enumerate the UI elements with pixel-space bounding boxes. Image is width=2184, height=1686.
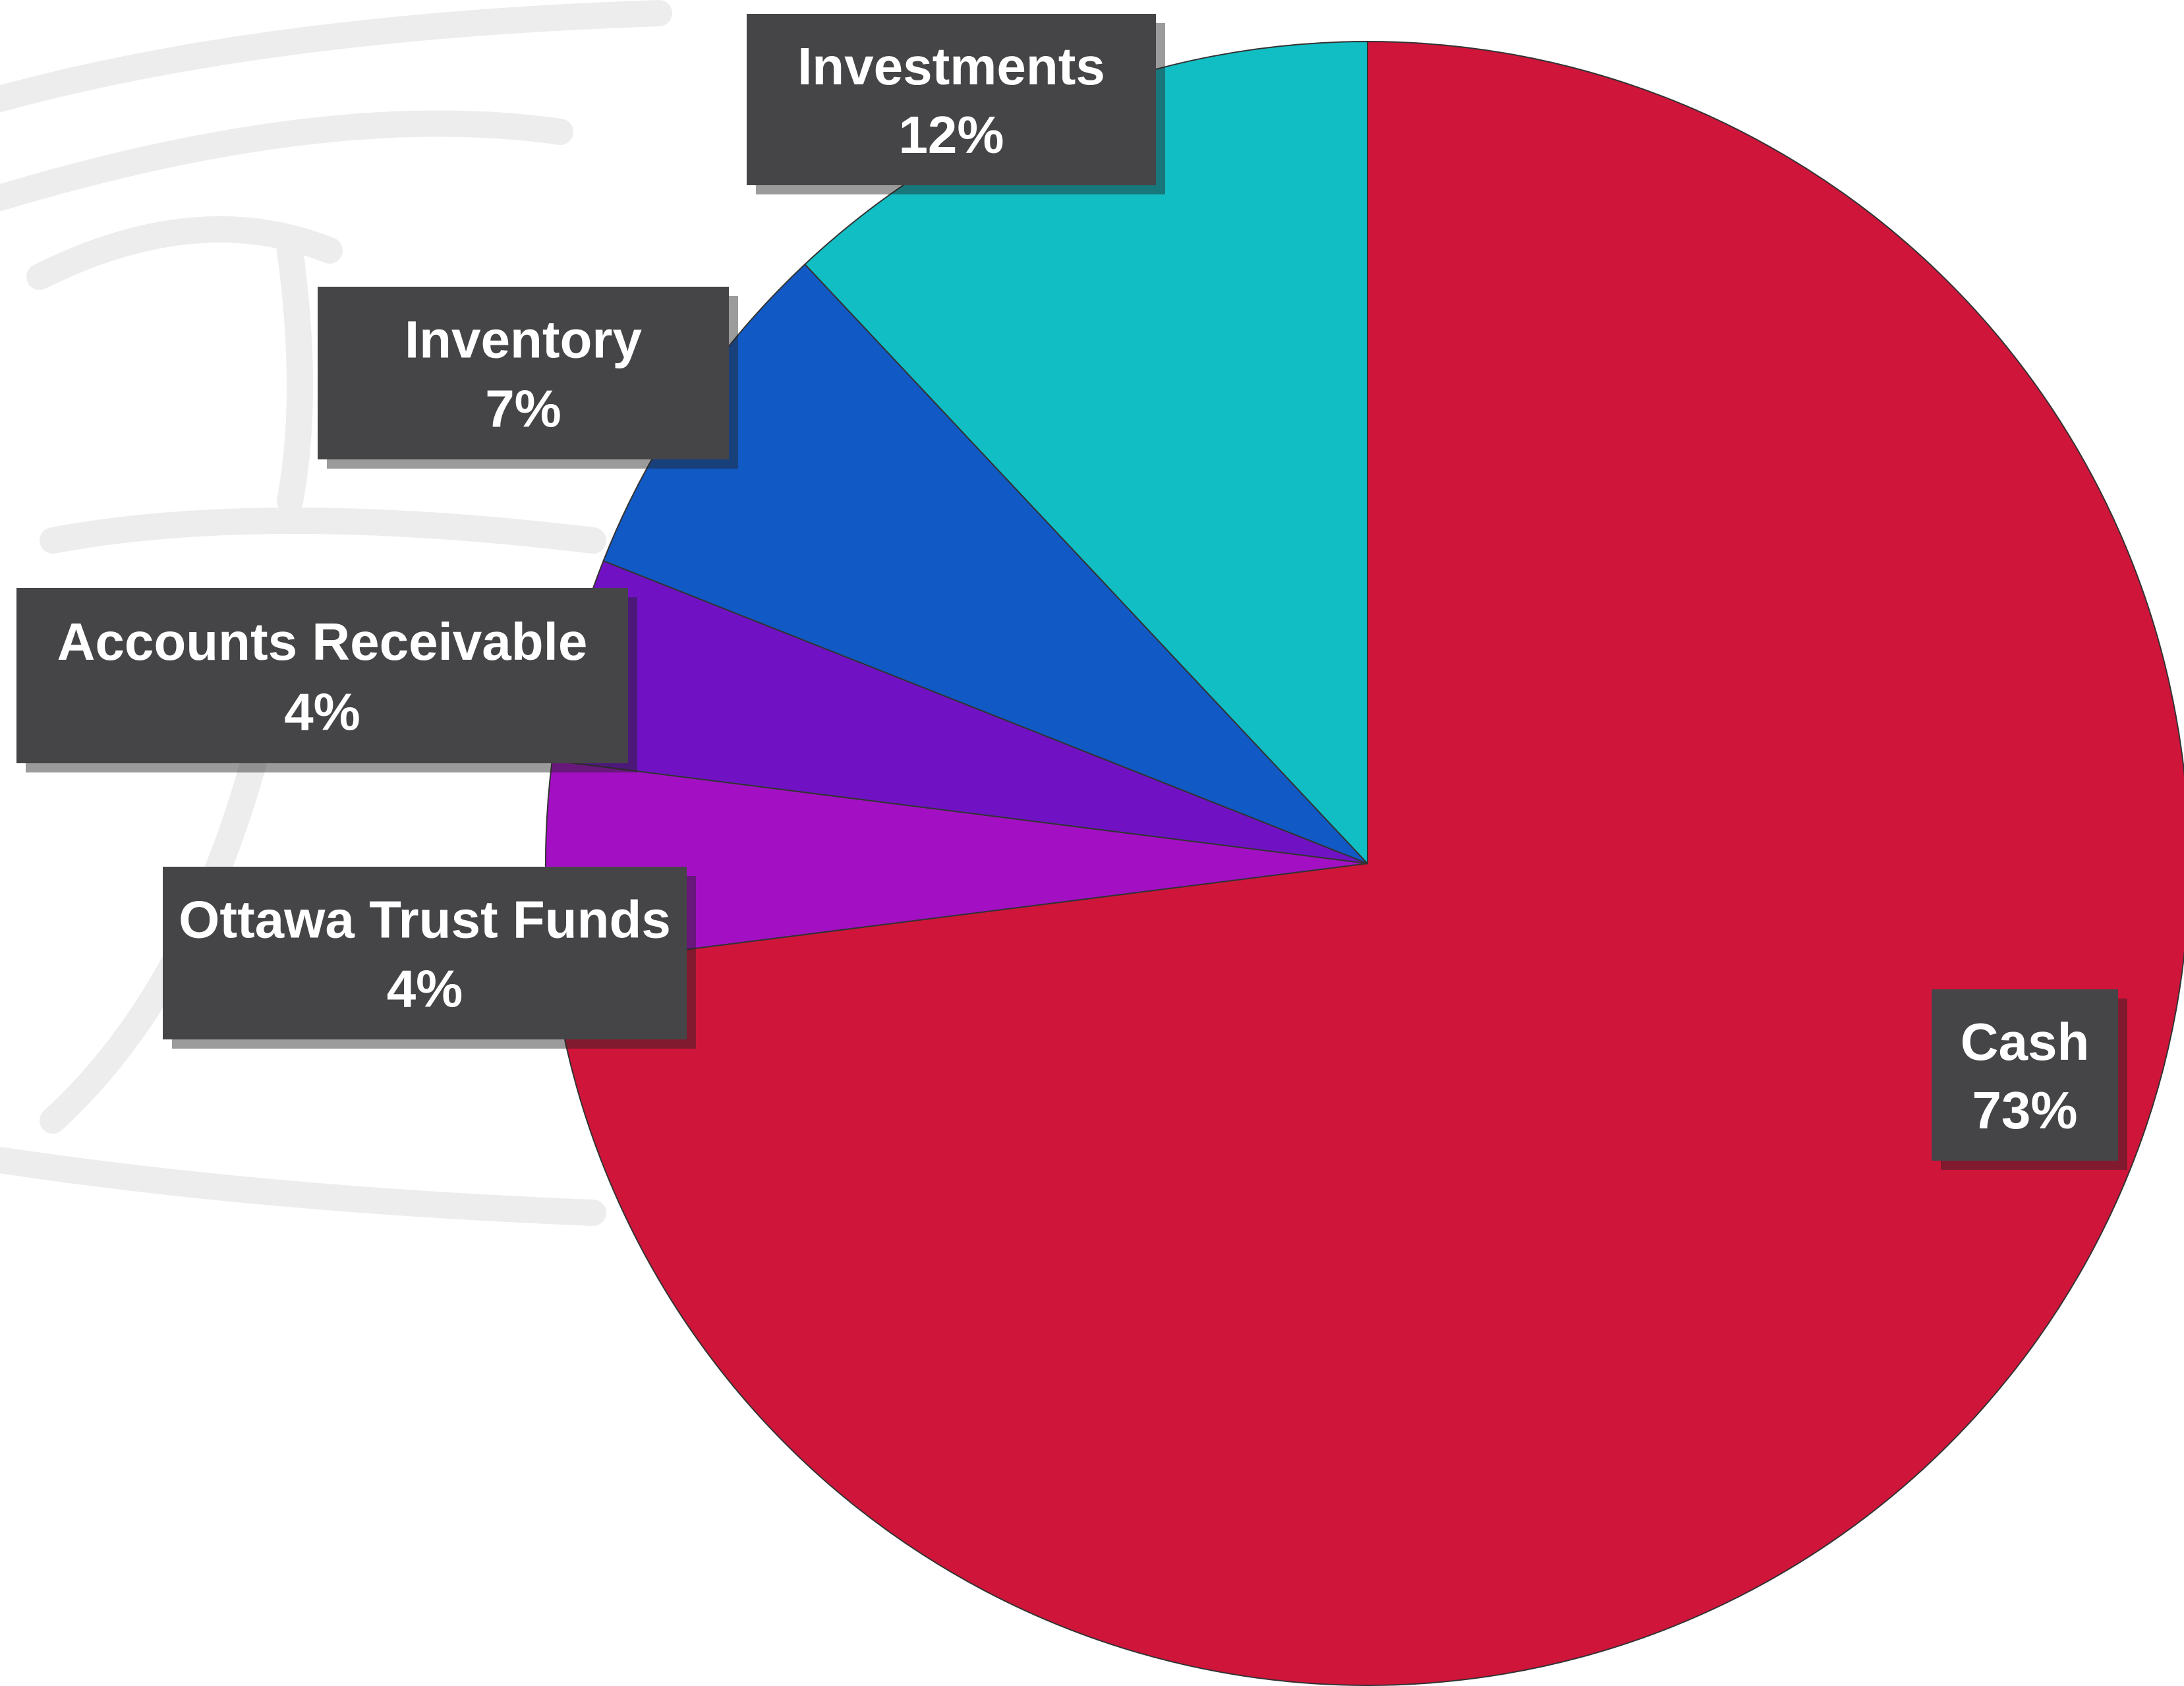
label-box: [318, 287, 729, 459]
label-box: [1932, 989, 2118, 1161]
label-value: 12%: [898, 105, 1004, 164]
label-value: 4%: [387, 959, 463, 1018]
label-name: Ottawa Trust Funds: [179, 890, 671, 949]
label-name: Investments: [797, 37, 1105, 96]
label-name: Accounts Receivable: [57, 612, 588, 671]
label-box: [163, 867, 687, 1039]
label-name: Inventory: [405, 310, 643, 369]
labels: Cash 73% Ottawa Trust Funds 4% Accounts Rece…: [16, 14, 2127, 1170]
pie: [545, 40, 2184, 1686]
label-value: 73%: [1972, 1081, 2077, 1140]
label-value: 7%: [485, 379, 561, 438]
label-value: 4%: [284, 682, 360, 741]
label-box: [16, 588, 628, 763]
label-box: [747, 14, 1156, 185]
label-name: Cash: [1961, 1012, 2090, 1071]
